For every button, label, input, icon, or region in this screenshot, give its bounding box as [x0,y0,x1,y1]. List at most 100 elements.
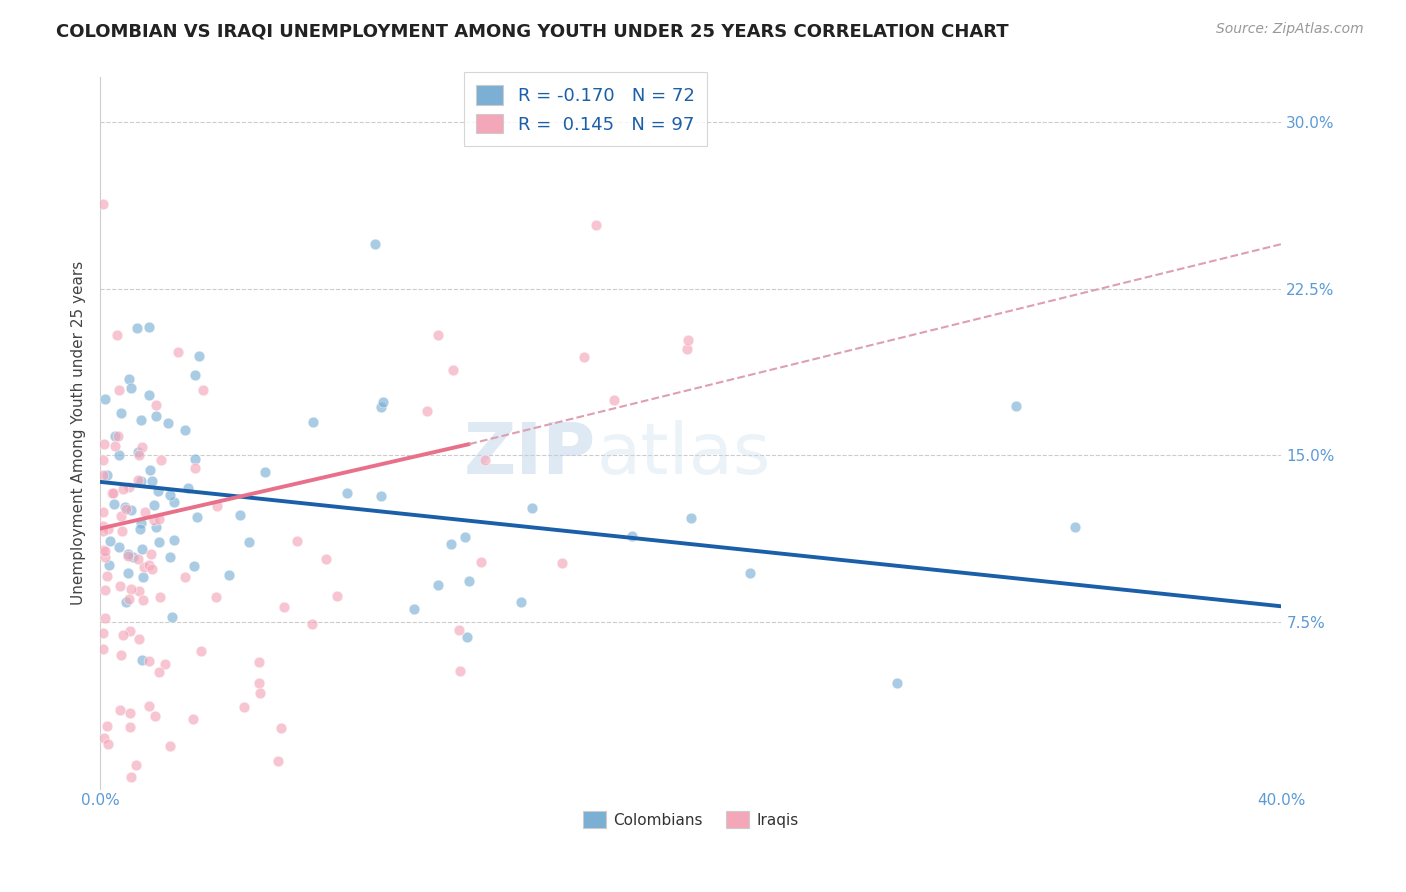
Point [184,451,207,466]
Point [441,363,464,377]
Point [120,381,142,395]
Point [91,505,114,519]
Point [105,327,128,342]
Point [91,453,114,467]
Point [373,395,395,409]
Point [440,537,463,551]
Point [142,513,165,527]
Point [602,392,624,407]
Point [458,574,481,588]
Point [678,333,700,347]
Point [162,609,184,624]
Point [104,429,127,443]
Point [94,549,117,564]
Point [134,505,156,519]
Point [232,700,254,714]
Point [131,542,153,557]
Point [91,197,114,211]
Point [114,500,136,514]
Point [449,664,471,678]
Point [141,547,163,561]
Point [184,460,207,475]
Point [470,555,492,569]
Point [474,452,496,467]
Point [190,643,212,657]
Point [129,516,152,530]
Point [1063,520,1085,534]
Point [370,489,392,503]
Point [416,404,439,418]
Point [218,568,240,582]
Point [159,739,181,754]
Point [177,481,200,495]
Point [285,534,308,549]
Point [159,488,181,502]
Point [91,524,114,538]
Point [141,474,163,488]
Point [181,712,204,726]
Point [93,437,115,451]
Point [364,237,387,252]
Point [120,624,142,638]
Point [93,731,115,746]
Legend: Colombians, Iraqis: Colombians, Iraqis [576,805,804,834]
Point [103,497,125,511]
Point [163,533,186,547]
Point [205,499,228,513]
Point [247,676,270,690]
Point [120,503,142,517]
Point [456,630,478,644]
Point [101,485,124,500]
Point [249,685,271,699]
Point [108,448,131,462]
Point [111,524,134,538]
Point [402,602,425,616]
Point [302,415,325,429]
Point [273,599,295,614]
Point [153,657,176,671]
Point [129,474,152,488]
Point [117,547,139,561]
Point [117,566,139,580]
Point [184,368,207,383]
Point [118,372,141,386]
Point [270,721,292,735]
Text: COLOMBIAN VS IRAQI UNEMPLOYMENT AMONG YOUTH UNDER 25 YEARS CORRELATION CHART: COLOMBIAN VS IRAQI UNEMPLOYMENT AMONG YO… [56,22,1010,40]
Point [550,557,572,571]
Point [128,522,150,536]
Point [97,522,120,536]
Point [118,480,141,494]
Point [188,349,211,363]
Point [96,569,118,583]
Point [98,558,121,573]
Point [138,699,160,714]
Point [91,543,114,558]
Point [174,423,197,437]
Point [101,485,124,500]
Point [204,590,226,604]
Point [149,590,172,604]
Point [91,642,114,657]
Point [267,754,290,768]
Point [138,654,160,668]
Point [738,566,761,580]
Point [94,582,117,597]
Point [301,617,323,632]
Point [336,485,359,500]
Point [125,758,148,772]
Point [326,589,349,603]
Point [145,409,167,423]
Point [127,445,149,459]
Point [96,719,118,733]
Point [98,534,121,549]
Point [427,328,450,343]
Point [128,632,150,647]
Point [110,509,132,524]
Text: Source: ZipAtlas.com: Source: ZipAtlas.com [1216,22,1364,37]
Point [114,595,136,609]
Point [127,551,149,566]
Point [148,512,170,526]
Point [370,400,392,414]
Point [679,511,702,525]
Point [94,611,117,625]
